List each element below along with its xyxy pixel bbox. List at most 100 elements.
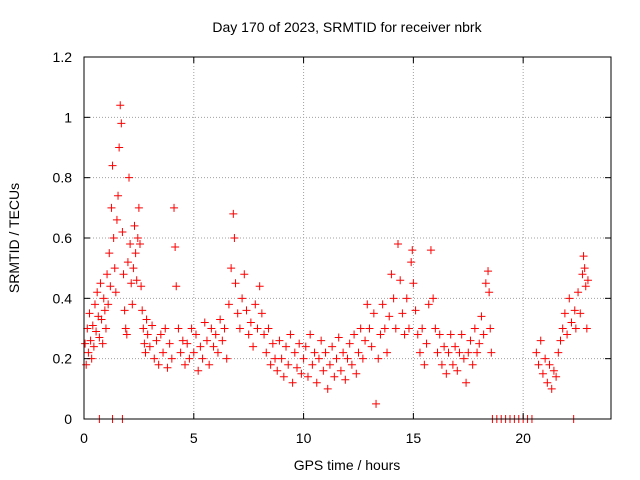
data-point: [218, 336, 227, 345]
data-point: [235, 324, 244, 333]
data-point: [273, 366, 282, 375]
data-point: [264, 324, 273, 333]
data-points: [81, 101, 592, 423]
data-point: [475, 339, 484, 348]
data-point: [339, 348, 348, 357]
x-tick-label: 0: [80, 430, 88, 446]
data-point: [372, 399, 381, 408]
data-point: [571, 324, 580, 333]
data-point: [312, 378, 321, 387]
data-point: [198, 354, 207, 363]
data-point: [332, 354, 341, 363]
data-point: [279, 372, 288, 381]
data-point: [98, 339, 107, 348]
data-point: [89, 342, 98, 351]
y-tick-label: 0.4: [53, 290, 73, 306]
data-point: [486, 324, 495, 333]
data-point: [583, 276, 592, 285]
data-point: [268, 339, 277, 348]
data-point: [387, 270, 396, 279]
data-point: [122, 330, 131, 339]
data-point: [81, 339, 90, 348]
data-point: [120, 306, 129, 315]
data-point: [462, 378, 471, 387]
data-point: [183, 339, 192, 348]
data-point: [246, 318, 255, 327]
data-point: [538, 369, 547, 378]
data-point: [330, 372, 339, 381]
data-point: [424, 300, 433, 309]
data-point: [376, 330, 385, 339]
data-point: [446, 330, 455, 339]
data-point: [378, 300, 387, 309]
data-point: [238, 294, 247, 303]
data-point: [466, 336, 475, 345]
data-point: [367, 342, 376, 351]
data-point: [95, 333, 104, 342]
data-point: [260, 330, 269, 339]
data-point: [448, 360, 457, 369]
data-point: [453, 366, 462, 375]
data-point: [350, 330, 359, 339]
data-point: [216, 315, 225, 324]
data-point: [314, 354, 323, 363]
data-point: [301, 342, 310, 351]
data-point: [429, 294, 438, 303]
data-point: [163, 363, 172, 372]
data-point: [579, 252, 588, 261]
data-point: [347, 360, 356, 369]
data-point: [85, 309, 94, 318]
data-point: [487, 348, 496, 357]
data-point: [115, 143, 124, 152]
data-point: [576, 309, 585, 318]
data-point: [288, 378, 297, 387]
data-point: [565, 294, 574, 303]
chart-title: Day 170 of 2023, SRMTID for receiver nbr…: [212, 19, 482, 35]
data-point: [341, 375, 350, 384]
data-point: [345, 339, 354, 348]
x-tick-label: 15: [406, 430, 422, 446]
data-point: [205, 360, 214, 369]
data-point: [178, 336, 187, 345]
data-point: [275, 336, 284, 345]
data-point: [369, 309, 378, 318]
data-point: [97, 315, 106, 324]
data-point: [125, 173, 134, 182]
data-point: [292, 363, 301, 372]
data-point: [83, 324, 92, 333]
data-point: [82, 360, 91, 369]
data-point: [181, 360, 190, 369]
data-point: [222, 354, 231, 363]
data-point: [459, 354, 468, 363]
data-point: [481, 279, 490, 288]
data-point: [100, 306, 109, 315]
data-point: [207, 324, 216, 333]
data-point: [161, 324, 170, 333]
data-point: [400, 330, 409, 339]
data-point: [129, 264, 138, 273]
data-point: [231, 279, 240, 288]
data-point: [554, 348, 563, 357]
data-point: [473, 348, 482, 357]
data-point: [415, 348, 424, 357]
data-point: [88, 321, 97, 330]
data-point: [431, 324, 440, 333]
data-point: [187, 324, 196, 333]
data-point: [121, 324, 130, 333]
data-point: [303, 372, 312, 381]
data-point: [385, 312, 394, 321]
data-point: [325, 360, 334, 369]
data-point: [255, 282, 264, 291]
data-point: [354, 348, 363, 357]
x-axis-label: GPS time / hours: [294, 457, 401, 473]
data-point: [308, 360, 317, 369]
data-point: [581, 282, 590, 291]
data-point: [114, 191, 123, 200]
data-point: [556, 336, 565, 345]
data-point: [479, 330, 488, 339]
data-point: [240, 270, 249, 279]
data-point: [321, 348, 330, 357]
data-point: [213, 348, 222, 357]
data-point: [104, 300, 113, 309]
data-point: [536, 336, 545, 345]
